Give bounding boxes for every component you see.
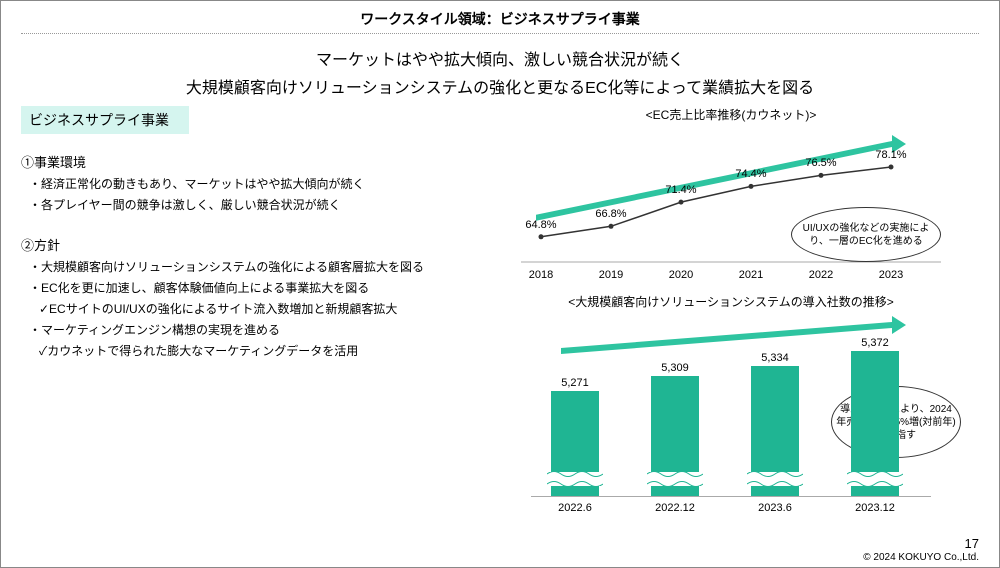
line-point-label: 76.5% xyxy=(796,157,846,169)
chart1-title: <EC売上比率推移(カウネット)> xyxy=(501,106,961,123)
sect2-sub: ✓カウネットで得られた膨大なマーケティングデータを活用 xyxy=(39,342,501,359)
bar-break xyxy=(647,472,703,486)
chart1-note-text: UI/UXの強化などの実施により、一層のEC化を進める xyxy=(796,222,936,248)
line-category-label: 2023 xyxy=(861,269,921,281)
chart2-title: <大規模顧客向けソリューションシステムの導入社数の推移> xyxy=(501,293,961,310)
bar-category-label: 2023.6 xyxy=(740,502,810,514)
bar-category-label: 2022.12 xyxy=(640,502,710,514)
bar-break xyxy=(547,472,603,486)
line-point-label: 71.4% xyxy=(656,184,706,196)
line-point-label: 66.8% xyxy=(586,208,636,220)
title-line-2: 大規模顧客向けソリューションシステムの強化と更なるEC化等によって業績拡大を図る xyxy=(31,74,969,98)
title-line-1: マーケットはやや拡大傾向、激しい競合状況が続く xyxy=(31,46,969,70)
sect2-sub: ✓ECサイトのUI/UXの強化によるサイト流入数増加と新規顧客拡大 xyxy=(39,300,501,317)
bar-axis xyxy=(531,496,931,497)
sect1-head: ①事業環境 xyxy=(21,152,501,171)
line-category-label: 2020 xyxy=(651,269,711,281)
bar-value-label: 5,309 xyxy=(645,362,705,374)
right-column: <EC売上比率推移(カウネット)> UI/UXの強化などの実施により、一層のEC… xyxy=(501,106,961,514)
sect2-bullet: ・EC化を更に加速し、顧客体験価値向上による事業拡大を図る xyxy=(29,279,501,296)
left-column: ビジネスサプライ事業 ①事業環境 ・経済正常化の動きもあり、マーケットはやや拡大… xyxy=(21,106,501,514)
line-point-label: 74.4% xyxy=(726,168,776,180)
content-row: ビジネスサプライ事業 ①事業環境 ・経済正常化の動きもあり、マーケットはやや拡大… xyxy=(1,106,999,514)
section-tag: ビジネスサプライ事業 xyxy=(21,106,189,134)
bar-break xyxy=(747,472,803,486)
line-chart: UI/UXの強化などの実施により、一層のEC化を進める 64.8% 2018 66.… xyxy=(511,127,951,287)
bar-value-label: 5,372 xyxy=(845,337,905,349)
chart1-callout: UI/UXの強化などの実施により、一層のEC化を進める xyxy=(791,207,941,262)
bar-category-label: 2022.6 xyxy=(540,502,610,514)
line-category-label: 2019 xyxy=(581,269,641,281)
sect2-bullet: ・大規模顧客向けソリューションシステムの強化による顧客層拡大を図る xyxy=(29,258,501,275)
line-category-label: 2018 xyxy=(511,269,571,281)
sect1-bullet: ・経済正常化の動きもあり、マーケットはやや拡大傾向が続く xyxy=(29,175,501,192)
bar-chart: 導入社数増により、2024年売上高＋7.5%増(対前年)を目指す 5,27120… xyxy=(511,314,951,514)
page-number: 17 xyxy=(965,536,979,551)
bar-value-label: 5,271 xyxy=(545,377,605,389)
bar-value-label: 5,334 xyxy=(745,352,805,364)
copyright: © 2024 KOKUYO Co.,Ltd. xyxy=(863,552,979,563)
line-point-label: 64.8% xyxy=(516,219,566,231)
bar-category-label: 2023.12 xyxy=(840,502,910,514)
line-category-label: 2021 xyxy=(721,269,781,281)
sect2-bullet: ・マーケティングエンジン構想の実現を進める xyxy=(29,321,501,338)
line-point-label: 78.1% xyxy=(866,149,916,161)
title-block: マーケットはやや拡大傾向、激しい競合状況が続く 大規模顧客向けソリューションシス… xyxy=(31,46,969,98)
slide-header: ワークスタイル領域：ビジネスサプライ事業 xyxy=(21,1,979,34)
bar-break xyxy=(847,472,903,486)
slide: ワークスタイル領域：ビジネスサプライ事業 マーケットはやや拡大傾向、激しい競合状… xyxy=(1,1,999,567)
sect2-head: ②方針 xyxy=(21,235,501,254)
sect1-bullet: ・各プレイヤー間の競争は激しく、厳しい競合状況が続く xyxy=(29,196,501,213)
line-category-label: 2022 xyxy=(791,269,851,281)
